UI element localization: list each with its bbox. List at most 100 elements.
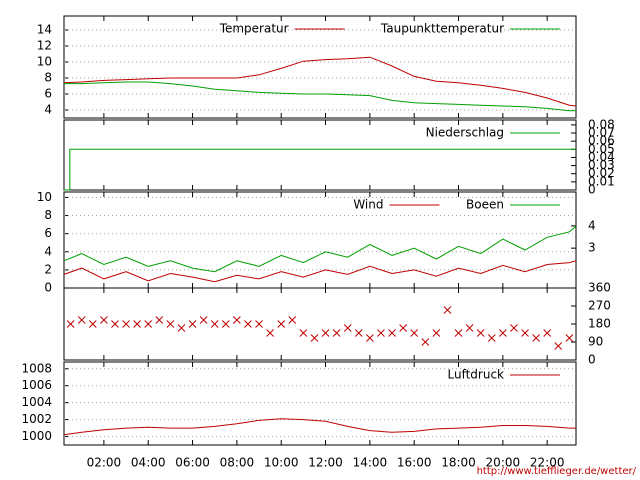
y-tick-label: 8 [44,71,52,85]
scatter-point [188,320,197,328]
scatter-point [499,329,507,337]
scatter-point [443,306,452,314]
scatter-point [66,320,75,328]
scatter-point [111,320,119,328]
scatter-point [277,320,286,328]
y2-tick-label: 180 [588,317,611,331]
scatter-point [77,316,86,324]
scatter-point [510,324,518,332]
x-tick-label: 18:00 [441,456,476,470]
scatter-point [299,329,308,337]
y-tick-label: 14 [37,23,52,37]
legend-label: Boeen [466,198,504,212]
x-tick-label: 12:00 [308,456,343,470]
scatter-point [521,329,529,337]
x-tick-label: 10:00 [264,456,299,470]
scatter-point [332,329,341,337]
scatter-point [399,324,407,332]
scatter-point [388,329,396,337]
legend-label: Wind [353,198,383,212]
y-tick-label: 1008 [21,361,52,375]
scatter-point [532,334,540,342]
scatter-point [155,316,164,324]
legend-label: Taupunkttemperatur [380,22,504,36]
y2-tick-label: 3 [588,241,596,255]
scatter-point [166,320,175,328]
y-tick-label: 6 [44,87,52,101]
scatter-point [476,329,485,337]
x-tick-label: 02:00 [87,456,122,470]
x-tick-label: 22:00 [530,456,565,470]
y-tick-label: 2 [44,262,52,276]
y-tick-label: 1000 [21,429,52,443]
y2-tick-label: 0.02 [588,166,615,180]
y2-tick-label: 0.04 [588,150,615,164]
scatter-point [233,316,241,324]
panel-frame [63,15,577,119]
scatter-point [199,316,208,324]
scatter-point [122,320,130,328]
scatter-point [133,320,141,328]
series-line [64,81,576,112]
scatter-point [288,316,297,324]
y-tick-label: 6 [44,226,52,240]
y-tick-label: 1002 [21,412,52,426]
y-tick-label: 4 [44,244,52,258]
scatter-point [310,334,319,342]
scatter-point [88,320,97,328]
scatter-point [366,334,374,342]
y2-tick-label: 0.07 [588,126,615,140]
scatter-point [377,329,385,337]
scatter-point [565,334,574,342]
y-tick-label: 10 [37,55,52,69]
scatter-point [210,320,219,328]
scatter-point [554,342,563,350]
y2-tick-label: 4 [588,218,596,232]
panel-frame [63,361,577,446]
scatter-point [487,334,496,342]
series-line [63,260,577,283]
y-tick-label: 8 [44,208,52,222]
series-line [63,226,577,273]
scatter-point [343,324,352,332]
x-tick-label: 14:00 [353,456,388,470]
x-tick-label: 16:00 [397,456,432,470]
y2-tick-label: 0.05 [588,142,615,156]
y2-tick-label: 0.06 [588,134,615,148]
scatter-point [354,329,363,337]
scatter-point [465,324,474,332]
legend-label: Niederschlag [426,126,504,140]
scatter-point [266,329,274,337]
legend-label: Temperatur [219,22,289,36]
y-tick-label: 4 [44,103,52,117]
y2-tick-label: 0 [588,183,596,197]
scatter-point [177,324,186,332]
series-line [63,418,576,436]
scatter-point [432,329,441,337]
footer-url: http://www.tiefflieger.de/wetter/ [477,466,637,477]
panel-frame [63,119,577,191]
legend-label: Luftdruck [447,368,504,382]
x-tick-label: 06:00 [175,456,210,470]
y-tick-label: 12 [37,39,52,53]
x-tick-label: 20:00 [486,456,521,470]
y-tick-label: 0 [44,281,52,295]
scatter-point [255,320,263,328]
scatter-point [100,316,108,324]
scatter-point [321,329,330,337]
scatter-point [410,329,419,337]
y-tick-label: 1004 [21,395,52,409]
y2-tick-label: 360 [588,281,611,295]
y-tick-label: 10 [37,190,52,204]
y2-tick-label: 90 [588,335,603,349]
scatter-point [543,329,552,337]
scatter-point [144,320,153,328]
scatter-point [244,320,252,328]
y2-tick-label: 0.08 [588,117,615,131]
panel-frame [63,287,577,361]
y2-tick-label: 0 [588,353,596,367]
scatter-point [421,338,430,346]
y-tick-label: 1006 [21,378,52,392]
series-line [64,148,576,191]
